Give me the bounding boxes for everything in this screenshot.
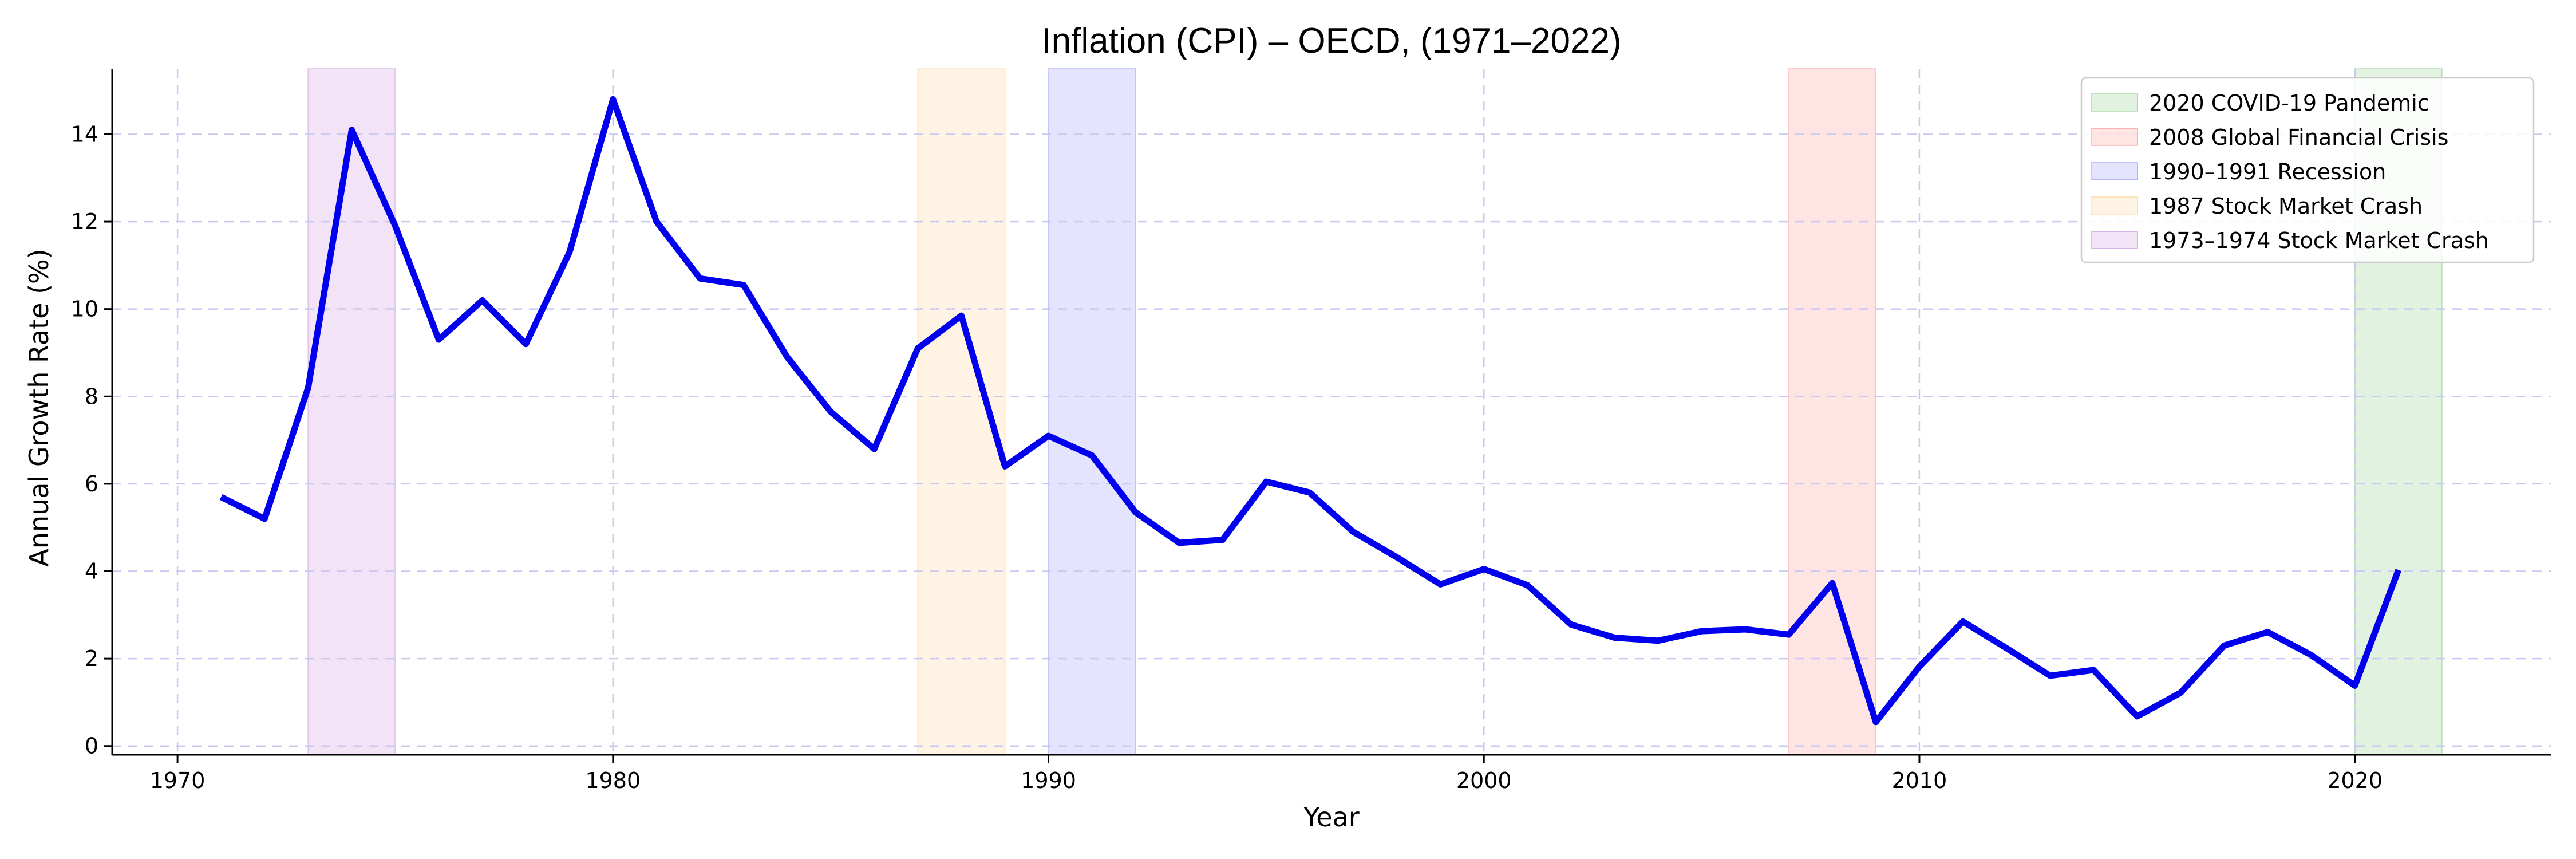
shaded-periods [307, 68, 2443, 755]
y-tick-label-6: 6 [85, 471, 98, 497]
legend-label-0: 2020 COVID-19 Pandemic [2149, 90, 2429, 116]
series-layer [219, 96, 2401, 726]
shaded-period-1 [1788, 68, 1876, 755]
legend-label-2: 1990–1991 Recession [2149, 159, 2386, 184]
x-tick-label-2000: 2000 [1456, 768, 1512, 793]
legend-swatch-1 [2091, 128, 2138, 146]
x-axis-ticks: 1970 1980 1990 2000 2010 2020 [150, 755, 2383, 793]
series-line-0 [219, 96, 2401, 726]
y-tick-label-12: 12 [71, 209, 98, 234]
x-tick-label-1990: 1990 [1021, 768, 1076, 793]
y-axis-label: Annual Growth Rate (%) [23, 249, 54, 566]
y-tick-label-14: 14 [71, 121, 98, 147]
y-tick-label-10: 10 [71, 297, 98, 322]
shaded-period-4 [307, 68, 396, 755]
chart-title: Inflation (CPI) – OECD, (1971–2022) [1041, 21, 1621, 61]
x-tick-label-2010: 2010 [1892, 768, 1947, 793]
x-tick-label-1970: 1970 [150, 768, 206, 793]
legend-label-3: 1987 Stock Market Crash [2149, 194, 2423, 219]
y-tick-label-4: 4 [85, 559, 98, 584]
x-axis-label: Year [1303, 802, 1359, 833]
legend-label-1: 2008 Global Financial Crisis [2149, 125, 2448, 150]
legend-swatch-2 [2091, 162, 2138, 180]
y-tick-label-2: 2 [85, 646, 98, 671]
legend-swatch-0 [2091, 93, 2138, 112]
legend-label-4: 1973–1974 Stock Market Crash [2149, 228, 2489, 253]
legend-box [2080, 77, 2535, 263]
y-axis-ticks: 0 2 4 6 8 10 12 14 [71, 121, 112, 759]
shaded-period-2 [1048, 68, 1136, 755]
x-tick-label-1980: 1980 [585, 768, 641, 793]
y-tick-label-0: 0 [85, 734, 98, 759]
y-tick-label-8: 8 [85, 384, 98, 409]
axes [111, 69, 2551, 756]
legend-swatch-4 [2091, 231, 2138, 249]
legend: 2020 COVID-19 Pandemic 2008 Global Financ… [2080, 77, 2535, 263]
legend-swatch-3 [2091, 196, 2138, 215]
x-tick-label-2020: 2020 [2327, 768, 2383, 793]
grid-lines [112, 69, 2551, 755]
